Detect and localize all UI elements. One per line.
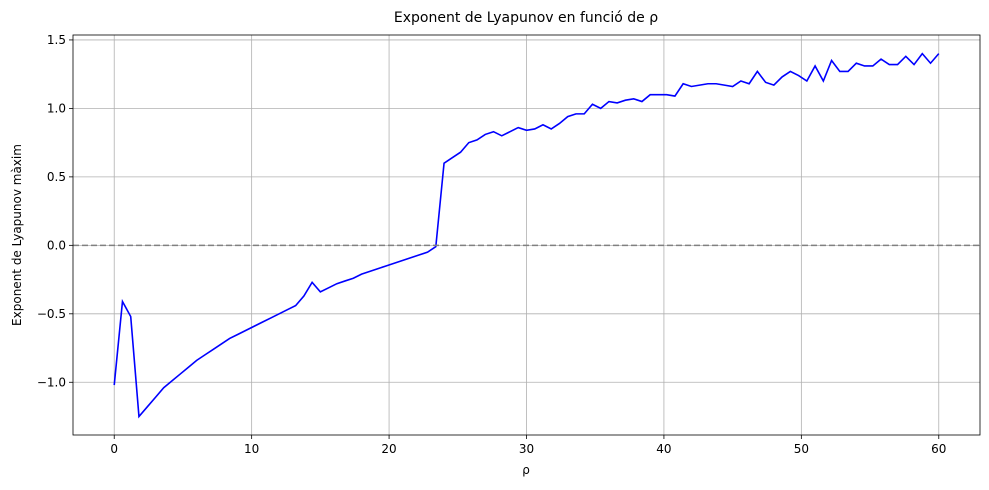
y-tick-label: 0.5 — [47, 170, 66, 184]
plot-frame — [72, 34, 981, 436]
x-tick-label: 40 — [656, 442, 671, 456]
y-tick-label: −0.5 — [37, 307, 66, 321]
chart-title: Exponent de Lyapunov en funció de ρ — [394, 10, 658, 26]
x-tick-label: 50 — [794, 442, 809, 456]
line — [113, 52, 940, 419]
x-tick-label: 10 — [244, 442, 259, 456]
x-tick-label: 0 — [110, 442, 118, 456]
x-tick-label: 60 — [931, 442, 946, 456]
y-tick-label: −1.0 — [37, 375, 66, 389]
y-tick-label: 1.0 — [47, 101, 66, 115]
x-tick-label: 30 — [519, 442, 534, 456]
x-tick-label: 20 — [381, 442, 396, 456]
y-axis-label: Exponent de Lyapunov màxim — [10, 144, 24, 326]
x-axis-label: ρ — [522, 463, 530, 477]
y-tick-label: 1.5 — [47, 33, 66, 47]
y-tick-label: 0.0 — [47, 238, 66, 252]
